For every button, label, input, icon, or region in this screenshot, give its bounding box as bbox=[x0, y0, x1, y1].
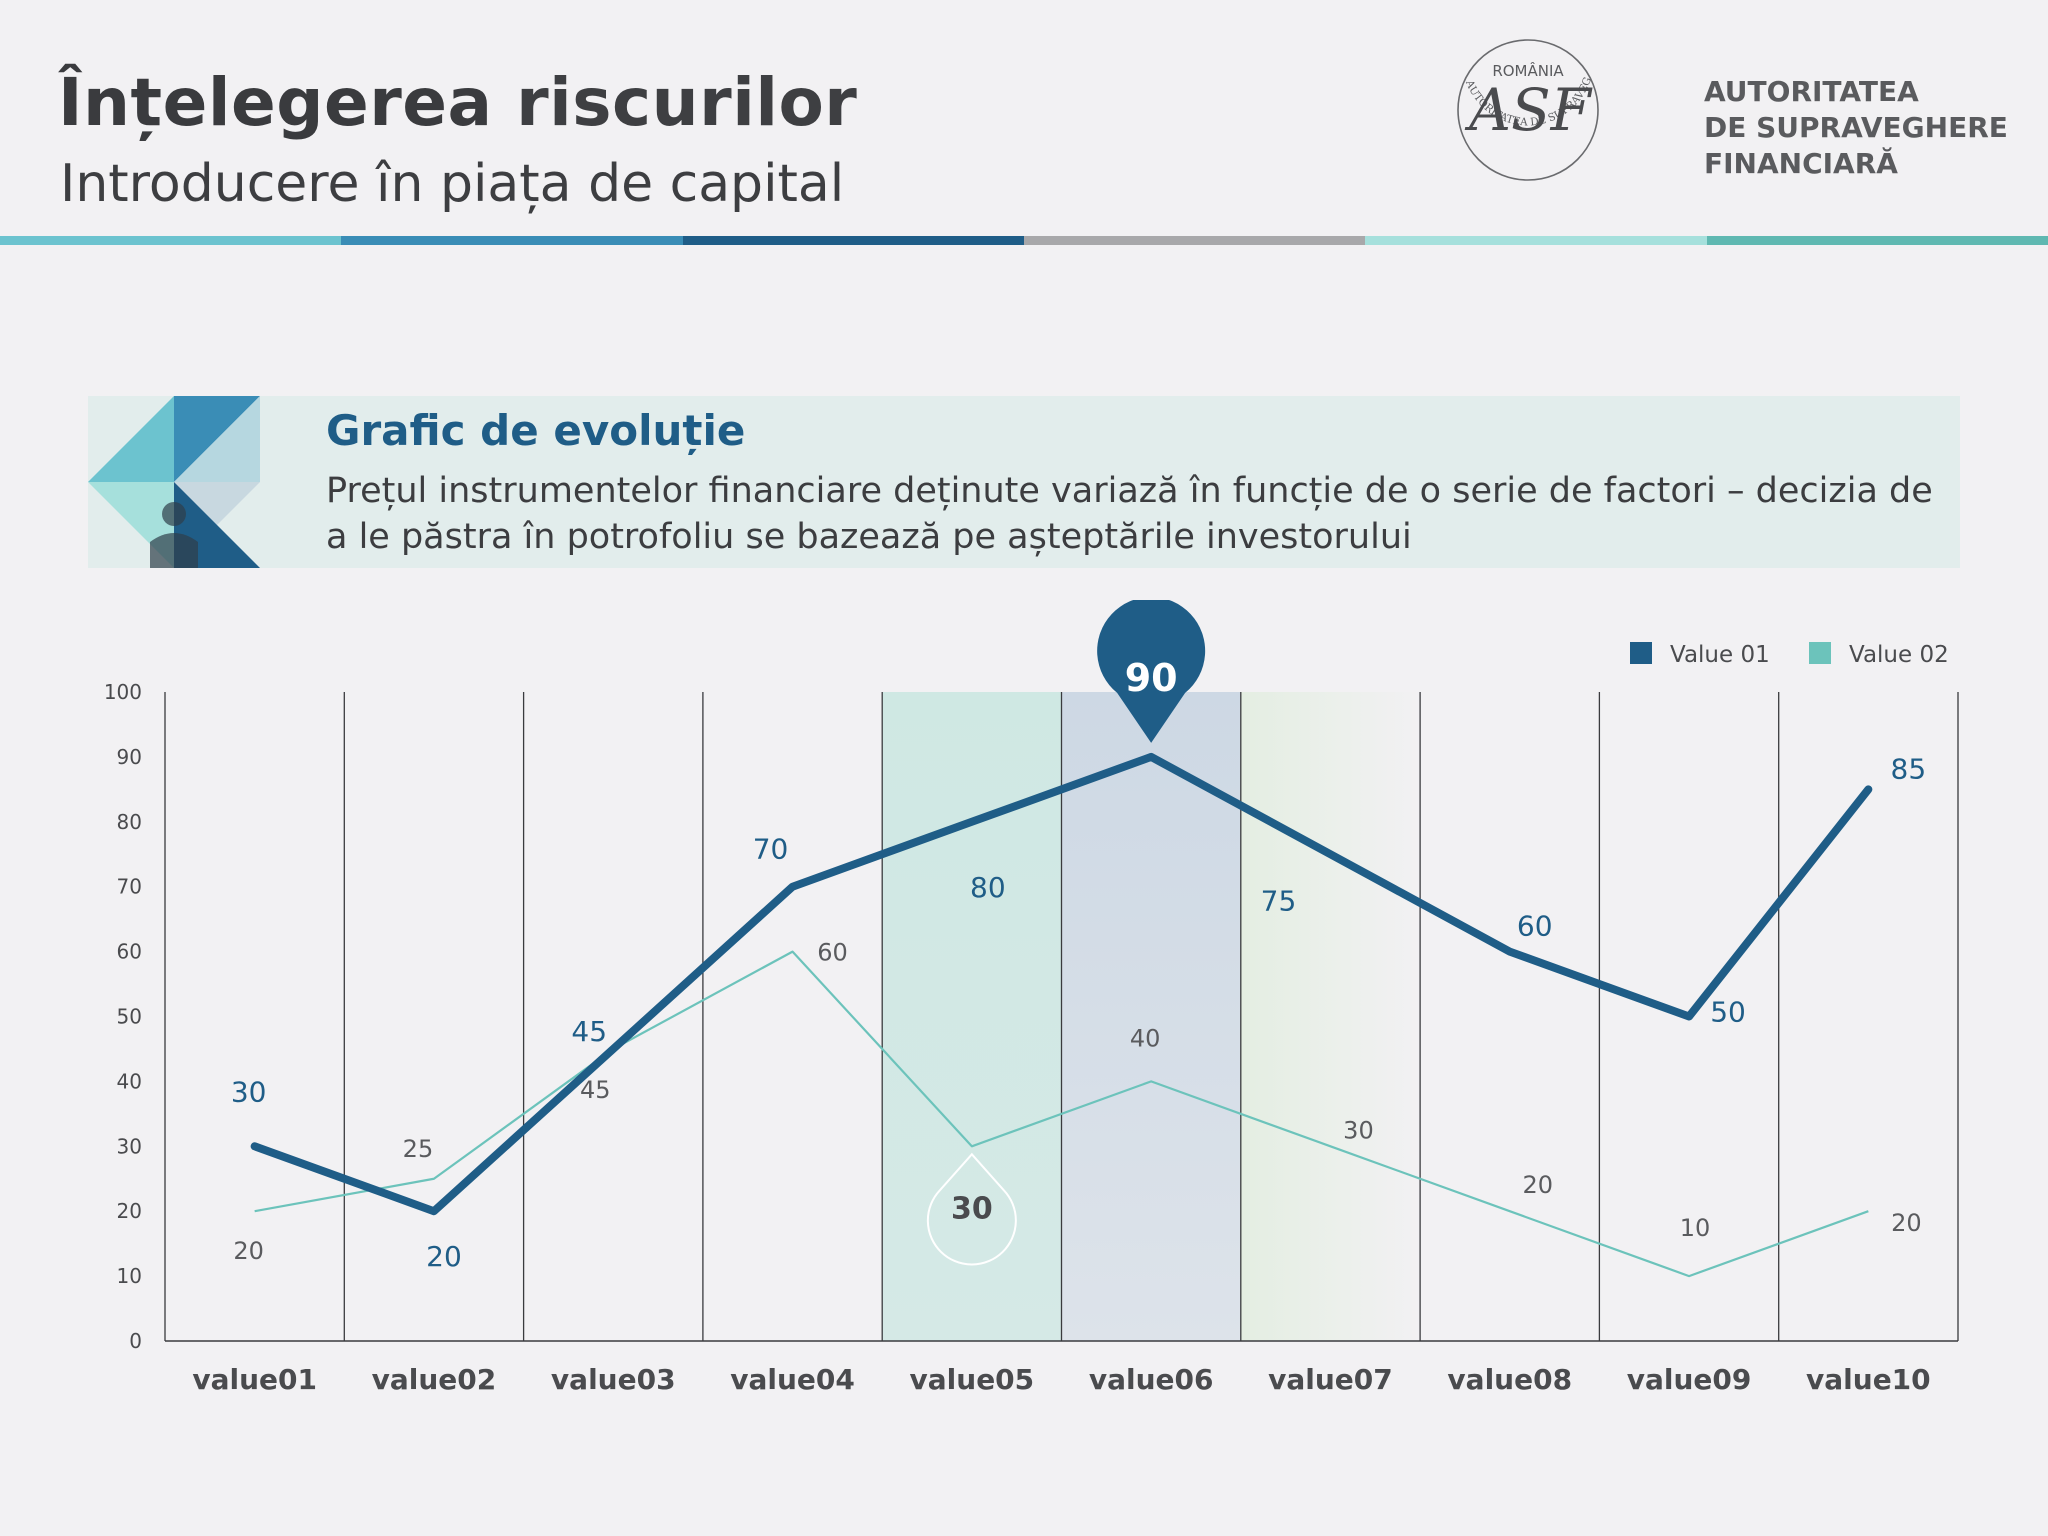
stripe-segment bbox=[0, 236, 342, 245]
data-label-value01: 85 bbox=[1891, 752, 1927, 785]
x-tick-label: value10 bbox=[1806, 1363, 1931, 1396]
data-label-value02: 30 bbox=[1343, 1116, 1374, 1144]
data-label-value02: 40 bbox=[1130, 1024, 1161, 1052]
banner-text: Prețul instrumentelor financiare deținut… bbox=[326, 471, 1933, 557]
stripe-segment bbox=[1706, 236, 2048, 245]
data-label-value01: 30 bbox=[231, 1075, 267, 1108]
header: Înțelegerea riscurilor Introducere în pi… bbox=[0, 0, 2048, 245]
y-tick-label: 0 bbox=[129, 1329, 142, 1353]
x-tick-label: value03 bbox=[551, 1363, 676, 1396]
peak-pin-marker bbox=[1097, 600, 1206, 743]
info-banner bbox=[88, 396, 1960, 568]
highlight-column bbox=[1061, 692, 1241, 1341]
y-tick-label: 80 bbox=[117, 810, 142, 834]
y-tick-label: 10 bbox=[117, 1264, 142, 1288]
x-tick-label: value01 bbox=[192, 1363, 317, 1396]
stripe-segment bbox=[1365, 236, 1708, 245]
logo-line-2: DE SUPRAVEGHERE bbox=[1704, 111, 2008, 144]
x-tick-label: value04 bbox=[730, 1363, 855, 1396]
x-tick-label: value07 bbox=[1268, 1363, 1393, 1396]
data-label-value02: 10 bbox=[1680, 1214, 1711, 1242]
x-tick-label: value05 bbox=[910, 1363, 1035, 1396]
stripe-segment bbox=[341, 236, 684, 245]
y-tick-label: 20 bbox=[117, 1199, 142, 1223]
y-tick-label: 60 bbox=[117, 940, 142, 964]
highlight-column bbox=[1240, 692, 1421, 1341]
page-title: Înțelegerea riscurilor bbox=[58, 64, 858, 141]
data-label-value02: 20 bbox=[1522, 1171, 1553, 1199]
legend-label: Value 02 bbox=[1849, 642, 1949, 668]
highlight-column bbox=[882, 692, 1062, 1341]
legend-label: Value 01 bbox=[1670, 642, 1770, 668]
logo-line-3: FINANCIARĂ bbox=[1704, 147, 1898, 180]
line-chart: 0 10 20 30 40 50 60 70 80 90 100 value01 value02 valu… bbox=[104, 600, 1959, 1396]
data-label-value02: 20 bbox=[1891, 1209, 1922, 1237]
data-label-value01: 50 bbox=[1710, 996, 1746, 1029]
data-label-value02: 20 bbox=[233, 1237, 264, 1265]
data-label-value02: 60 bbox=[817, 939, 848, 967]
logo-monogram: ASF bbox=[1464, 76, 1593, 144]
people-icon bbox=[88, 396, 260, 568]
y-tick-label: 90 bbox=[117, 745, 142, 769]
data-label-value01: 20 bbox=[426, 1240, 462, 1273]
value02-drop-label: 30 bbox=[951, 1191, 993, 1226]
legend-swatch bbox=[1630, 642, 1652, 664]
stripe-segment bbox=[682, 236, 1025, 245]
x-tick-label: value06 bbox=[1089, 1363, 1214, 1396]
y-tick-label: 70 bbox=[117, 875, 142, 899]
logo-line-1: AUTORITATEA bbox=[1704, 75, 1919, 108]
banner-title: Grafic de evoluție bbox=[326, 406, 746, 455]
data-label-value02: 45 bbox=[580, 1076, 611, 1104]
data-label-value01: 60 bbox=[1517, 910, 1553, 943]
page-subtitle: Introducere în piața de capital bbox=[60, 154, 845, 214]
data-label-value01: 80 bbox=[970, 871, 1006, 904]
series-line-value02 bbox=[254, 950, 1869, 1278]
stripe-segment bbox=[1024, 236, 1366, 245]
x-tick-label: value09 bbox=[1627, 1363, 1752, 1396]
value02-drop-marker bbox=[926, 1152, 1017, 1266]
series-line-value01 bbox=[250, 752, 1873, 1216]
data-label-value01: 45 bbox=[571, 1015, 607, 1048]
asf-logo: ROMÂNIA AUTORITATEA DE SUPRAVEGHERE FINA… bbox=[1452, 30, 1599, 181]
y-tick-label: 40 bbox=[117, 1069, 142, 1093]
data-label-value01: 75 bbox=[1261, 884, 1297, 917]
data-label-value02: 25 bbox=[403, 1135, 434, 1163]
x-tick-label: value08 bbox=[1447, 1363, 1572, 1396]
y-tick-label: 100 bbox=[104, 680, 142, 704]
data-label-value01: 70 bbox=[753, 833, 789, 866]
legend-swatch bbox=[1809, 642, 1831, 664]
y-tick-label: 30 bbox=[117, 1134, 142, 1158]
y-tick-label: 50 bbox=[117, 1005, 142, 1029]
logo-text: AUTORITATEA DE SUPRAVEGHERE FINANCIARĂ bbox=[1704, 74, 2008, 182]
peak-pin-label: 90 bbox=[1125, 656, 1178, 700]
logo-seal-top: ROMÂNIA bbox=[1492, 61, 1564, 80]
x-tick-label: value02 bbox=[372, 1363, 497, 1396]
